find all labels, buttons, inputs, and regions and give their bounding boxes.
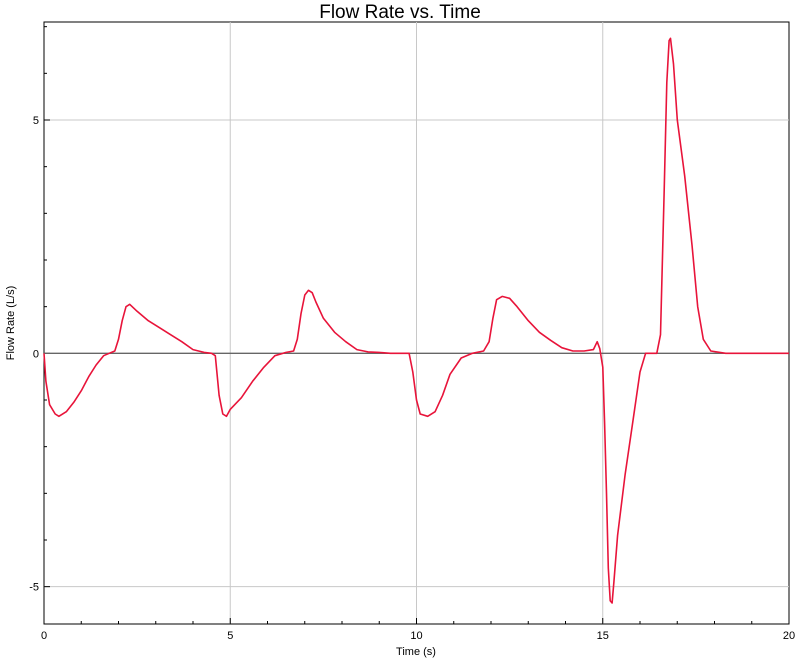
y-tick-label: 5 [33, 115, 39, 127]
y-tick-label: -5 [29, 582, 39, 594]
chart-title: Flow Rate vs. Time [319, 2, 481, 23]
x-axis-ticks: 0 5 10 15 20 [41, 618, 795, 642]
y-tick-label: 0 [33, 348, 39, 360]
x-tick-label: 20 [783, 630, 795, 642]
grid-lines [44, 22, 789, 624]
x-tick-label: 5 [227, 630, 233, 642]
x-tick-label: 15 [597, 630, 609, 642]
x-tick-label: 0 [41, 630, 47, 642]
series-line-flow-rate [43, 37, 789, 604]
x-axis-label: Time (s) [396, 646, 436, 658]
y-axis-ticks: -5 0 5 [29, 26, 50, 594]
y-axis-label: Flow Rate (L/s) [5, 286, 17, 361]
x-tick-label: 10 [410, 630, 422, 642]
